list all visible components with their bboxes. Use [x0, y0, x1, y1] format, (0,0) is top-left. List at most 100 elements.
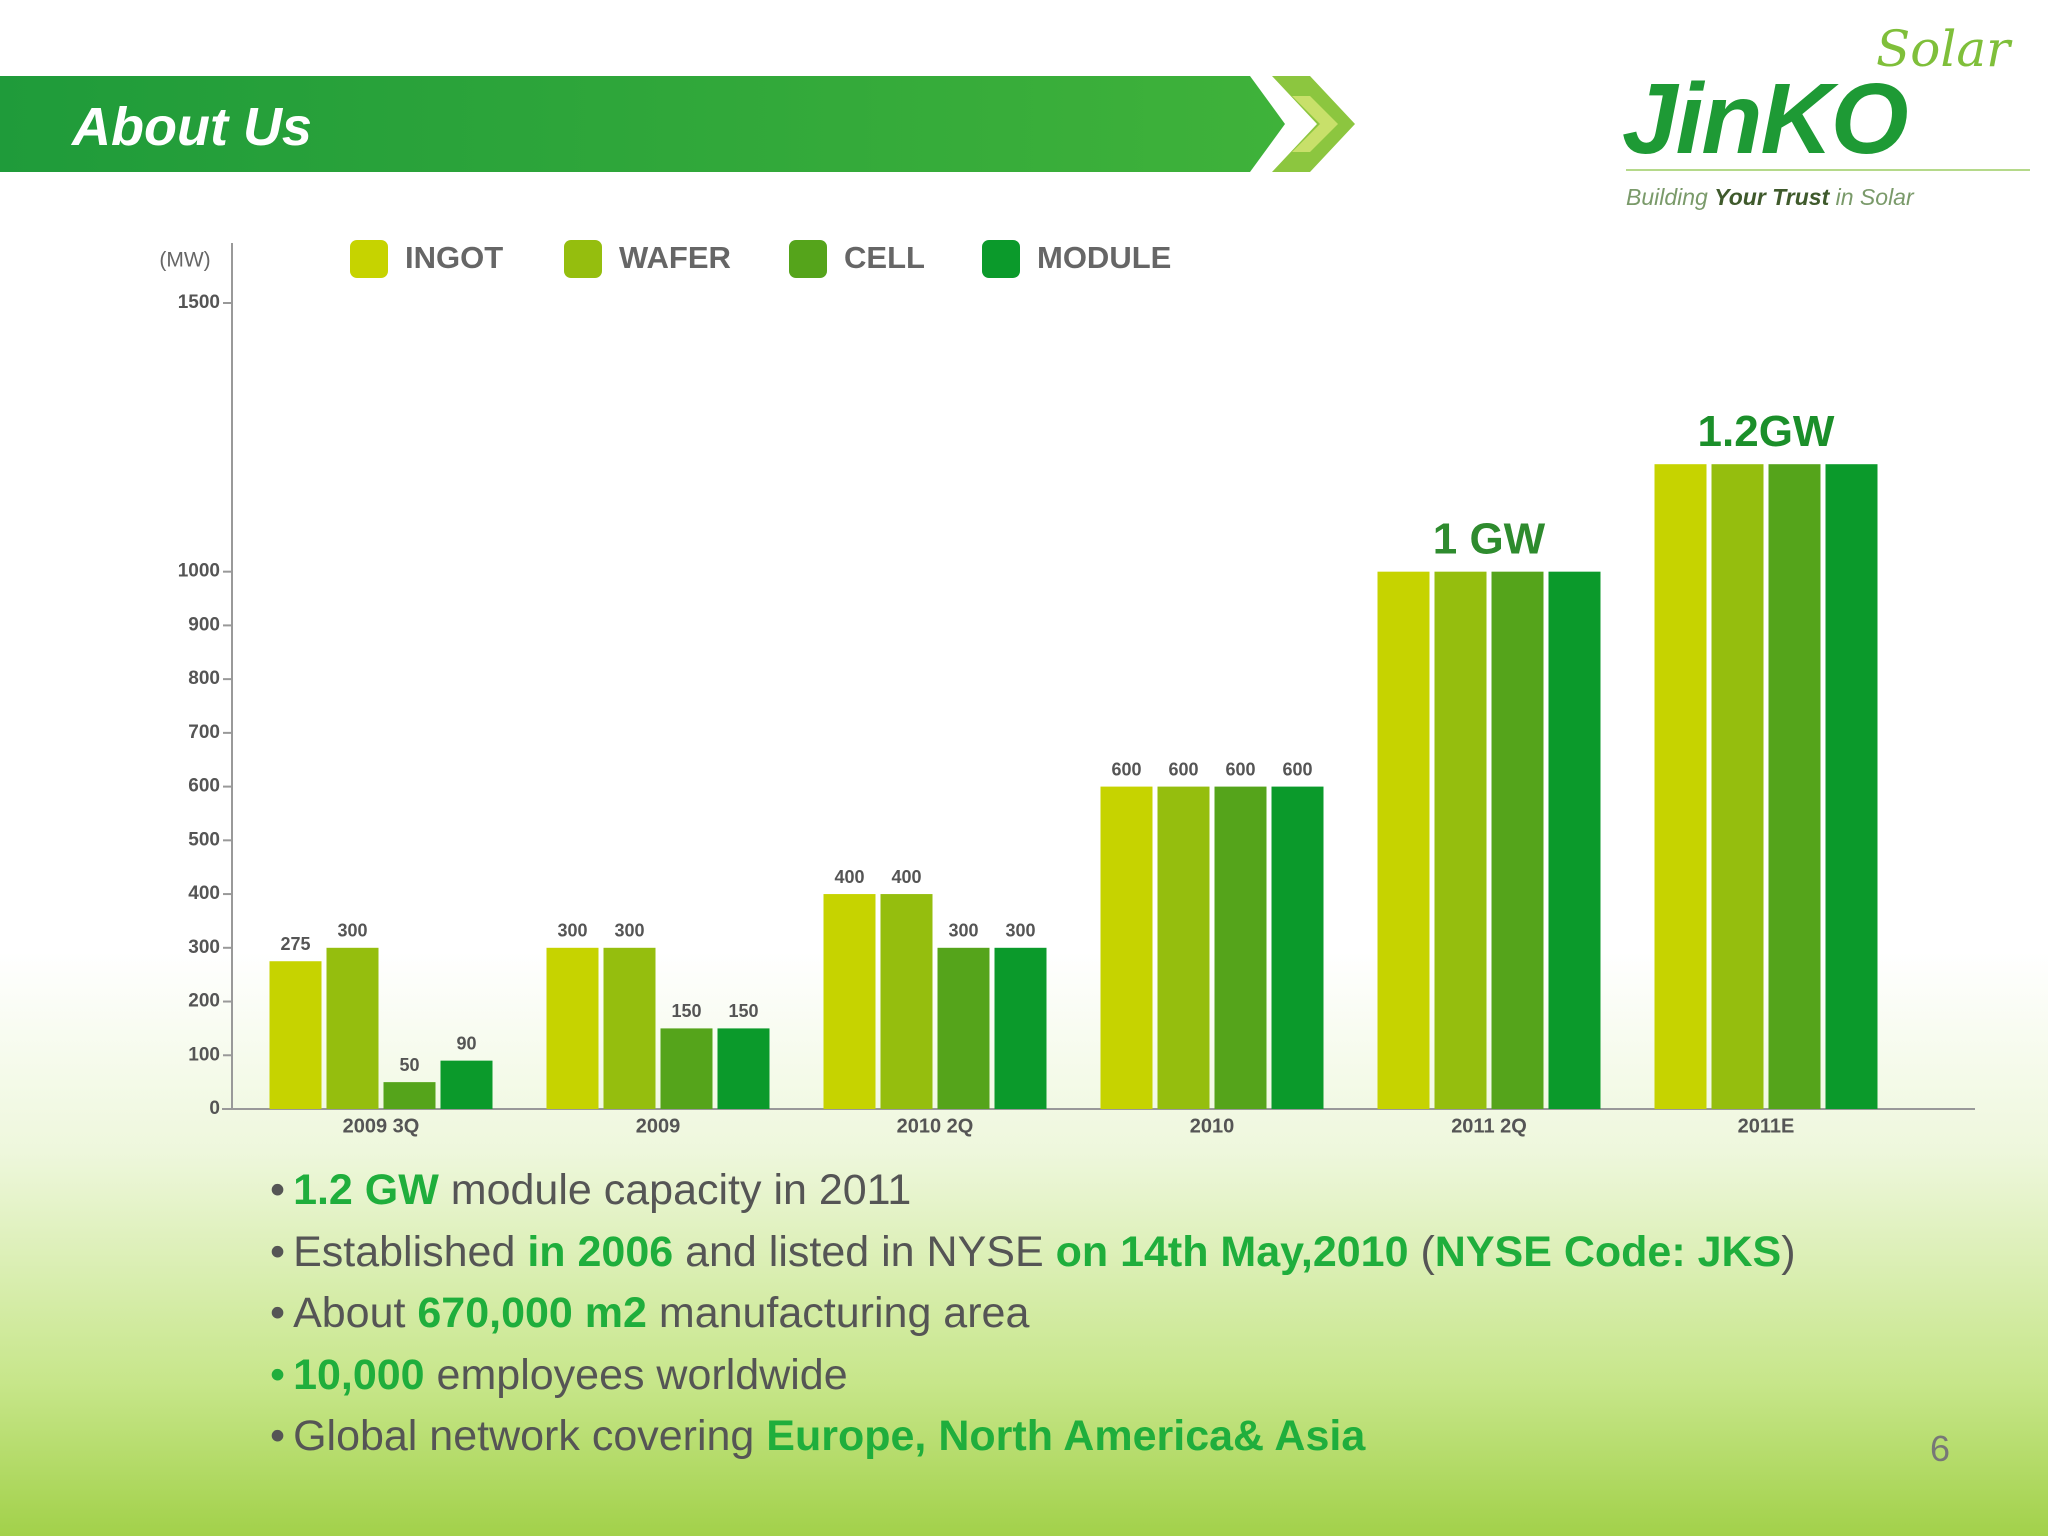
bullet-list: 1.2 GW module capacity in 2011Establishe…: [270, 1160, 1796, 1468]
bullet: Global network covering Europe, North Am…: [270, 1406, 1796, 1468]
bar: [1768, 464, 1821, 1109]
bar: [937, 947, 990, 1109]
y-tick-label: 600: [188, 776, 220, 797]
legend-swatch: [982, 240, 1020, 278]
y-tick-label: 900: [188, 614, 220, 635]
bar: [1491, 571, 1544, 1109]
value-label: 90: [456, 1033, 476, 1053]
bullet: Established in 2006 and listed in NYSE o…: [270, 1222, 1796, 1284]
y-tick-label: 200: [188, 991, 220, 1012]
bullet-text: 1.2 GW: [293, 1166, 439, 1214]
value-label: 600: [1111, 759, 1141, 779]
legend-label: WAFER: [619, 240, 731, 275]
legend-label: INGOT: [405, 240, 503, 275]
header-chevron: [1292, 96, 1338, 152]
legend-swatch: [350, 240, 388, 278]
bullet-text: Established: [293, 1227, 528, 1276]
bullet-text: NYSE Code: JKS: [1434, 1227, 1782, 1276]
value-label: 300: [948, 921, 978, 941]
bar: [1271, 786, 1324, 1109]
tagline: Building Your Trust in Solar: [1626, 184, 1914, 211]
x-tick-label: 2010 2Q: [897, 1115, 974, 1137]
bar: [1548, 571, 1601, 1109]
value-label: 50: [399, 1055, 419, 1075]
bar: [440, 1060, 493, 1109]
bar: [383, 1082, 436, 1109]
value-label: 275: [280, 934, 310, 954]
value-label: 300: [614, 921, 644, 941]
annotation: 1.2GW: [1698, 407, 1835, 456]
value-label: 300: [557, 921, 587, 941]
bullet-text: (: [1408, 1227, 1435, 1276]
bar: [1825, 464, 1878, 1109]
y-tick-label: 100: [188, 1044, 220, 1065]
header-bar: [0, 76, 1285, 172]
y-tick-label: 800: [188, 668, 220, 689]
value-label: 150: [728, 1001, 758, 1021]
bar: [603, 947, 656, 1109]
bullet-text: manufacturing area: [646, 1289, 1030, 1337]
y-tick-label: 300: [188, 937, 220, 958]
plot: (MW) 0 100 200 300 400 500 600 700 800 900 1000 1500…: [159, 240, 1975, 1137]
bar: [1654, 464, 1707, 1109]
bullet: 1.2 GW module capacity in 2011: [270, 1160, 1796, 1222]
y-tick-label: 1500: [178, 292, 220, 313]
y-tick-label: 1000: [178, 561, 220, 582]
annotation: 1 GW: [1433, 514, 1546, 563]
value-label: 600: [1168, 759, 1198, 779]
value-label: 600: [1282, 759, 1312, 779]
tagline-part: Your Trust: [1714, 184, 1830, 210]
value-label: 400: [891, 867, 921, 887]
bullet-text: 10,000: [293, 1350, 425, 1399]
bar: [1434, 571, 1487, 1109]
slide-title: About Us: [72, 97, 312, 157]
value-label: 300: [337, 921, 367, 941]
bullet-text: About: [293, 1289, 418, 1337]
bullet-text: module capacity in 2011: [438, 1166, 912, 1214]
bar: [326, 947, 379, 1109]
bar: [1711, 464, 1764, 1109]
bar: [269, 961, 322, 1109]
bar: [994, 947, 1047, 1109]
bar: [1214, 786, 1267, 1109]
bar: [546, 947, 599, 1109]
bullet-text: in 2006: [527, 1227, 674, 1276]
header-chevron: [1272, 76, 1355, 172]
bar: [1377, 571, 1430, 1109]
bar: [717, 1028, 770, 1109]
bullet-text: and listed in NYSE: [673, 1227, 1056, 1276]
tagline-part: Building: [1626, 184, 1708, 210]
bar: [1100, 786, 1153, 1109]
legend-label: MODULE: [1037, 240, 1171, 275]
bar: [1157, 786, 1210, 1109]
value-label: 300: [1005, 921, 1035, 941]
x-tick-label: 2009: [636, 1115, 681, 1137]
bullet-text: 670,000 m2: [417, 1289, 647, 1337]
logo-brand: JinKO: [1622, 63, 1908, 175]
x-tick-label: 2011E: [1738, 1115, 1795, 1137]
bar: [823, 894, 876, 1109]
y-tick-label: 700: [188, 722, 220, 743]
bullet-text: on 14th May,2010: [1055, 1227, 1409, 1276]
bullet-text: Global network covering: [293, 1412, 767, 1460]
legend-swatch: [564, 240, 602, 278]
bar: [660, 1028, 713, 1109]
page-number: 6: [1930, 1428, 1951, 1469]
logo-script: Solar: [1876, 20, 2011, 78]
legend-swatch: [789, 240, 827, 278]
bullet-text: employees worldwide: [424, 1350, 848, 1399]
bar: [880, 894, 933, 1109]
value-label: 600: [1225, 759, 1255, 779]
x-tick-label: 2011 2Q: [1451, 1115, 1527, 1137]
y-unit: (MW): [159, 249, 210, 272]
y-tick-label: 0: [209, 1098, 220, 1119]
bullet-text: ): [1781, 1227, 1796, 1276]
tagline-part: in Solar: [1835, 184, 1914, 210]
bullet-text: Europe, North America& Asia: [766, 1412, 1366, 1460]
bullet: About 670,000 m2 manufacturing area: [270, 1283, 1796, 1345]
value-label: 400: [834, 867, 864, 887]
x-tick-label: 2009 3Q: [343, 1115, 420, 1137]
y-tick-label: 500: [188, 829, 220, 850]
